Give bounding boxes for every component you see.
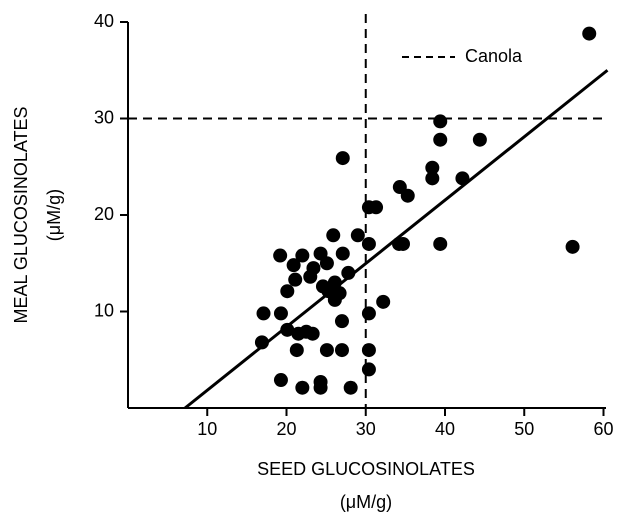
point bbox=[350, 228, 365, 243]
y-tick-label: 20 bbox=[94, 204, 114, 224]
point bbox=[280, 322, 295, 337]
point bbox=[305, 326, 320, 341]
point bbox=[313, 380, 328, 395]
point bbox=[254, 335, 269, 350]
point bbox=[273, 248, 288, 263]
point bbox=[395, 236, 410, 251]
point bbox=[361, 362, 376, 377]
point bbox=[369, 200, 384, 215]
point bbox=[433, 132, 448, 147]
point bbox=[273, 306, 288, 321]
point bbox=[361, 236, 376, 251]
point bbox=[433, 236, 448, 251]
y-tick-label: 30 bbox=[94, 107, 114, 127]
point bbox=[291, 326, 306, 341]
point bbox=[341, 265, 356, 280]
point bbox=[376, 294, 391, 309]
y-axis-label: MEAL GLUCOSINOLATES bbox=[11, 106, 31, 323]
x-tick-label: 60 bbox=[593, 419, 613, 439]
legend-label: Canola bbox=[465, 46, 523, 66]
point bbox=[303, 269, 318, 284]
point bbox=[295, 380, 310, 395]
point bbox=[565, 239, 580, 254]
point bbox=[400, 188, 415, 203]
point bbox=[334, 314, 349, 329]
point bbox=[361, 343, 376, 358]
x-axis-unit: (μM/g) bbox=[340, 492, 392, 512]
point bbox=[582, 26, 597, 41]
point bbox=[288, 272, 303, 287]
y-axis-unit: (μM/g) bbox=[44, 189, 64, 241]
point bbox=[319, 256, 334, 271]
x-tick-label: 40 bbox=[435, 419, 455, 439]
x-tick-label: 20 bbox=[276, 419, 296, 439]
point bbox=[335, 151, 350, 166]
point bbox=[433, 114, 448, 129]
point bbox=[326, 228, 341, 243]
point bbox=[286, 258, 301, 273]
x-tick-label: 50 bbox=[514, 419, 534, 439]
point bbox=[280, 284, 295, 299]
point bbox=[343, 380, 358, 395]
point bbox=[425, 160, 440, 175]
x-axis-label: SEED GLUCOSINOLATES bbox=[257, 459, 475, 479]
point bbox=[321, 284, 336, 299]
x-tick-label: 10 bbox=[197, 419, 217, 439]
point bbox=[425, 171, 440, 186]
point bbox=[472, 132, 487, 147]
point bbox=[455, 171, 470, 186]
point bbox=[361, 306, 376, 321]
point bbox=[295, 248, 310, 263]
y-tick-label: 10 bbox=[94, 300, 114, 320]
x-tick-label: 30 bbox=[356, 419, 376, 439]
point bbox=[334, 343, 349, 358]
y-tick-label: 40 bbox=[94, 11, 114, 31]
point bbox=[289, 343, 304, 358]
point bbox=[335, 246, 350, 261]
point bbox=[319, 343, 334, 358]
point bbox=[273, 373, 288, 388]
point bbox=[256, 306, 271, 321]
